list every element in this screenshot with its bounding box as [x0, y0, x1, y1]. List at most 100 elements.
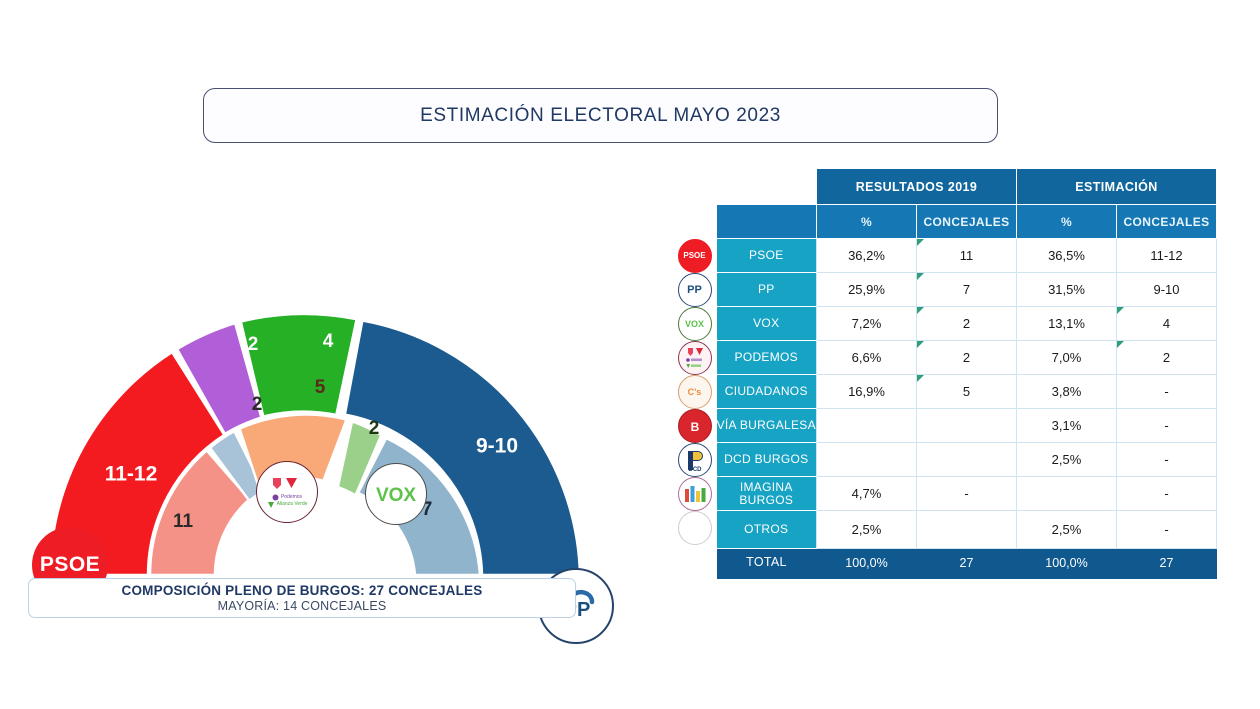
- total-logo-spacer: [672, 547, 717, 579]
- cell-r19_seats: 7: [916, 272, 1017, 307]
- total-est_pct: 100,0%: [1016, 547, 1117, 579]
- cell-est_pct: 3,1%: [1016, 408, 1117, 443]
- imagina-logo: [677, 476, 712, 511]
- psoe-logo: PSOE: [677, 238, 712, 273]
- cell-r19_pct: 25,9%: [816, 272, 917, 307]
- party-logo-cell: [672, 340, 717, 375]
- cell-est_seats: -: [1116, 374, 1217, 409]
- cell-est_seats: -: [1116, 408, 1217, 443]
- hemicycle-caption: COMPOSICIÓN PLENO DE BURGOS: 27 CONCEJAL…: [28, 578, 576, 618]
- party-name-cell: PODEMOS: [716, 340, 817, 375]
- cell-r19_pct: 16,9%: [816, 374, 917, 409]
- table-row: PSOE PSOE 36,2% 11 36,5% 11-12: [672, 238, 1217, 273]
- subheader-2019-pct: %: [816, 204, 917, 239]
- table-group-header-row: RESULTADOS 2019 ESTIMACIÓN: [672, 168, 1217, 205]
- header-estimacion: ESTIMACIÓN: [1016, 168, 1217, 205]
- table-row: PODEMOS 6,6% 2 7,0% 2: [672, 340, 1217, 375]
- table-sub-header-row: % CONCEJALES % CONCEJALES: [672, 204, 1217, 239]
- party-logo-cell: VOX: [672, 306, 717, 341]
- total-est_seats: 27: [1116, 547, 1217, 579]
- subheader-est-pct: %: [1016, 204, 1117, 239]
- arc-outer-label-vox: 4: [323, 331, 334, 352]
- results-table: RESULTADOS 2019 ESTIMACIÓN % CONCEJALES …: [672, 168, 1217, 579]
- party-logo-cell: PP: [672, 272, 717, 307]
- cell-r19_seats: 2: [916, 340, 1017, 375]
- table-row: DCD DCD BURGOS 2,5% -: [672, 442, 1217, 477]
- cell-est_seats: -: [1116, 476, 1217, 511]
- cell-est_pct: 13,1%: [1016, 306, 1117, 341]
- cell-est_seats: 4: [1116, 306, 1217, 341]
- subheader-est-seats: CONCEJALES: [1116, 204, 1217, 239]
- podemos-dot-icon: [272, 494, 279, 500]
- psoe-logo-text: PSOE: [39, 553, 101, 576]
- party-logo-cell: PSOE: [672, 238, 717, 273]
- party-logo-cell: [672, 510, 717, 548]
- arc-outer-psoe: [48, 350, 227, 577]
- alianza-verde-label: Alianza Verde: [276, 501, 308, 507]
- svg-text:B: B: [690, 420, 699, 434]
- page-title: ESTIMACIÓN ELECTORAL MAYO 2023: [420, 104, 781, 126]
- arc-outer-label-psoe: 11-12: [105, 463, 158, 486]
- header-blank: [716, 168, 817, 205]
- podemos-logo-badge: Podemos Alianza Verde: [256, 461, 318, 523]
- arc-inner-label-psoe: 11: [173, 511, 194, 532]
- svg-text:DCD: DCD: [688, 467, 702, 473]
- party-logo-cell: DCD: [672, 442, 717, 477]
- party-name-cell: CIUDADANOS: [716, 374, 817, 409]
- cell-est_seats: 11-12: [1116, 238, 1217, 273]
- svg-text:VOX: VOX: [376, 485, 416, 506]
- hemicycle-chart: 11-12 2 4 9-10 11 2 5 2 7 PSOE PP VOX Po…: [10, 225, 620, 644]
- cell-r19_seats: 11: [916, 238, 1017, 273]
- table-total-row: TOTAL 100,0% 27 100,0% 27: [672, 547, 1217, 579]
- cell-est_pct: [1016, 476, 1117, 511]
- logo-col-spacer-2: [672, 204, 717, 239]
- arc-inner-label-pp: 7: [422, 499, 433, 520]
- cell-est_pct: 36,5%: [1016, 238, 1117, 273]
- subheader-blank: [716, 204, 817, 239]
- cell-est_pct: 31,5%: [1016, 272, 1117, 307]
- cell-est_pct: 7,0%: [1016, 340, 1117, 375]
- caption-majority: MAYORÍA: 14 CONCEJALES: [217, 599, 387, 613]
- party-logo-cell: [672, 476, 717, 511]
- table-row: VOX VOX 7,2% 2 13,1% 4: [672, 306, 1217, 341]
- header-resultados-2019: RESULTADOS 2019: [816, 168, 1017, 205]
- party-name-cell: VÍA BURGALESA: [716, 408, 817, 443]
- cell-r19_seats: -: [916, 476, 1017, 511]
- cell-est_seats: -: [1116, 442, 1217, 477]
- outer-ring-estimacion: [48, 312, 582, 577]
- arc-inner-label-vox: 2: [369, 418, 380, 439]
- cell-r19_seats: 5: [916, 374, 1017, 409]
- party-logo-cell: B: [672, 408, 717, 443]
- cell-r19_pct: 7,2%: [816, 306, 917, 341]
- subheader-2019-seats: CONCEJALES: [916, 204, 1017, 239]
- cell-r19_pct: 6,6%: [816, 340, 917, 375]
- podemos-row: Podemos: [272, 494, 302, 501]
- podemos-logo: [677, 340, 712, 375]
- dcd-burgos-logo: DCD: [677, 442, 712, 477]
- party-name-cell: IMAGINA BURGOS: [716, 476, 817, 511]
- cell-r19_seats: [916, 510, 1017, 549]
- party-name-cell: OTROS: [716, 510, 817, 549]
- arc-outer-podemos: [175, 321, 263, 436]
- table-body: PSOE PSOE 36,2% 11 36,5% 11-12 PP PP 25,9% 7 31,5%…: [672, 238, 1217, 579]
- total-r19_pct: 100,0%: [816, 547, 917, 579]
- podemos-coalition-mark: [273, 477, 297, 489]
- logo-col-spacer: [672, 168, 717, 205]
- arc-inner-label-ciudadanos: 5: [315, 377, 326, 398]
- arc-outer-vox: [239, 312, 359, 419]
- vox-logo-mark: VOX: [376, 485, 416, 506]
- table-row: PP PP 25,9% 7 31,5% 9-10: [672, 272, 1217, 307]
- arc-inner-vox: [336, 419, 383, 498]
- alianza-verde-leaf-icon: [267, 501, 274, 508]
- vox-logo: VOX: [677, 306, 712, 341]
- arc-inner-psoe: [148, 448, 252, 577]
- cell-r19_seats: 2: [916, 306, 1017, 341]
- table-row: B VÍA BURGALESA 3,1% -: [672, 408, 1217, 443]
- cell-r19_pct: [816, 408, 917, 443]
- podemos-label: Podemos: [280, 493, 303, 500]
- total-r19_seats: 27: [916, 547, 1017, 579]
- alianza-verde-row: Alianza Verde: [267, 501, 308, 509]
- party-name-cell: PP: [716, 272, 817, 307]
- cell-est_seats: -: [1116, 510, 1217, 549]
- cell-est_pct: 3,8%: [1016, 374, 1117, 409]
